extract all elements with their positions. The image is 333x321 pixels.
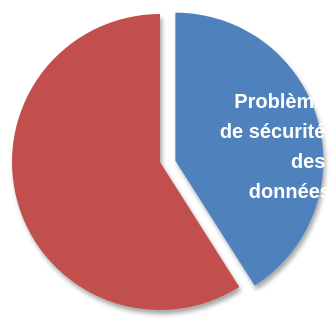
pie-slice-1 bbox=[12, 14, 240, 310]
slice-label-donnees: Problème de sécurité des données bbox=[220, 91, 331, 203]
slice-label-line-2: de sécurité bbox=[220, 121, 326, 143]
slice-label-line-1: Problème bbox=[234, 91, 325, 113]
pie-slices bbox=[12, 12, 324, 310]
slice-label-line-4: données bbox=[249, 181, 331, 203]
slice-label-line-3: des bbox=[291, 151, 325, 173]
pie-slice-0 bbox=[175, 12, 324, 286]
